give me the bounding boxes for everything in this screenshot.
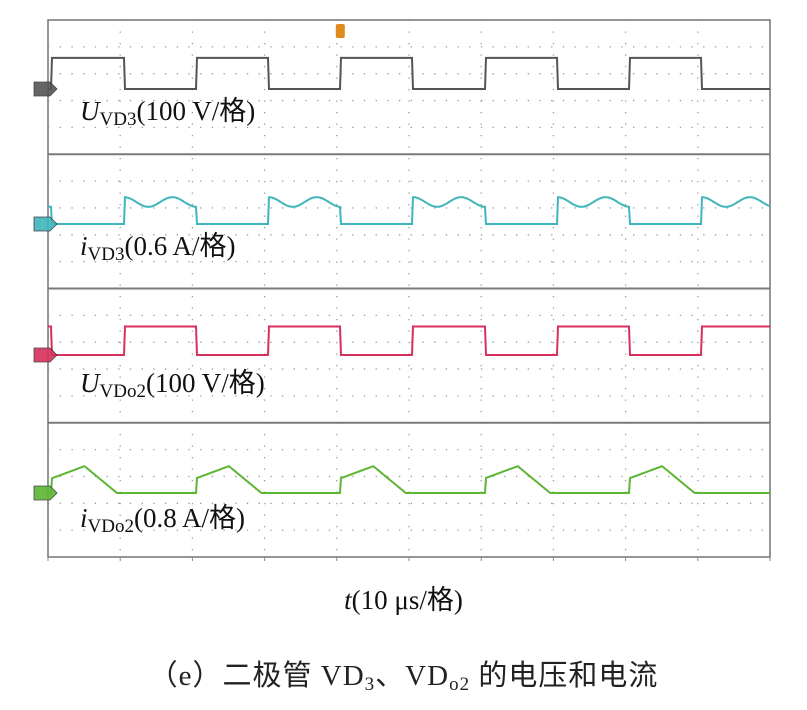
ground-marker-2 bbox=[33, 347, 58, 363]
channel-label-ivdo2: iVDo2(0.8 A/格) bbox=[80, 503, 245, 537]
waveform-u-vd3 bbox=[48, 56, 770, 90]
waveform-i-vd3 bbox=[47, 196, 771, 225]
channel-label-uvdo2: UVDo2(100 V/格) bbox=[80, 368, 265, 402]
ground-marker-1 bbox=[33, 216, 58, 232]
channel-label-ivd3: iVD3(0.6 A/格) bbox=[80, 231, 236, 265]
x-axis-label: t(10 μs/格) bbox=[344, 585, 463, 615]
trigger-marker bbox=[335, 24, 345, 38]
channel-label-uvd3: UVD3(100 V/格) bbox=[80, 96, 256, 130]
figure-caption: （e）二极管 VD3、VDo2 的电压和电流 bbox=[148, 660, 659, 695]
waveform-u-vdo2 bbox=[48, 325, 770, 356]
ground-marker-0 bbox=[33, 81, 58, 97]
ground-marker-3 bbox=[33, 485, 58, 501]
waveform-i-vdo2 bbox=[48, 465, 770, 494]
